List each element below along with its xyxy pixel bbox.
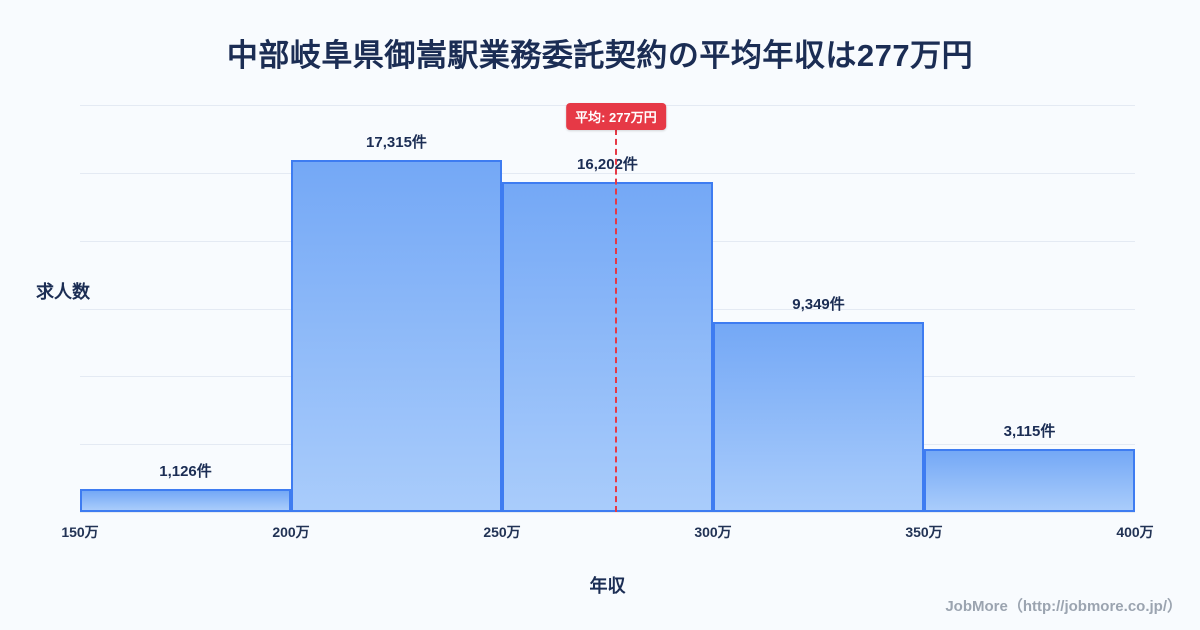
average-line [614,129,617,512]
gridline [80,172,1135,174]
gridline [80,512,1135,513]
x-tick-label: 200万 [272,524,310,540]
x-tick-label: 400万 [1116,524,1154,540]
x-tick-label: 150万 [61,524,99,540]
x-axis-label: 年収 [589,576,626,596]
average-badge: 平均: 277万円 [566,103,666,130]
y-axis-label: 求人数 [36,282,90,302]
footer-credit: JobMore（http://jobmore.co.jp/） [945,598,1182,615]
bar-value-label: 17,315件 [366,133,427,151]
x-tick-label: 250万 [483,524,521,540]
x-tick-label: 300万 [694,524,732,540]
histogram-bar [502,182,713,512]
histogram-bar [924,448,1135,512]
x-tick-label: 350万 [905,524,943,540]
chart-title: 中部岐阜県御嵩駅業務委託契約の平均年収は277万円 [226,38,974,73]
plot-area: 1,126件 17,315件 16,202件 9,349件 3,115件 150万 200… [61,103,1154,540]
bar-value-label: 9,349件 [792,295,845,313]
histogram-bar [80,489,291,512]
bar-value-label: 3,115件 [1003,422,1056,440]
histogram-bar [291,159,502,512]
bar-value-label: 1,126件 [159,463,212,481]
histogram-bar [713,321,924,512]
bar-value-label: 16,202件 [577,156,638,174]
